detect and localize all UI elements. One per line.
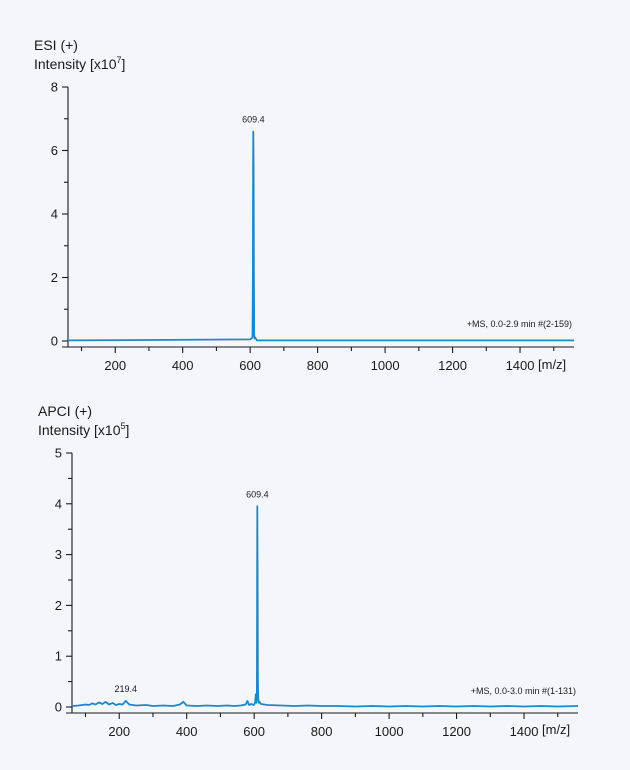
apci-x-tick-label: 1400 — [510, 724, 539, 739]
esi-marks: 0 2 4 6 8 200 400 600 800 1000 1200 1400 609.4 — [51, 80, 574, 373]
esi-ylabel-close: ] — [122, 56, 126, 72]
esi-x-tick-label: 1400 — [506, 358, 535, 373]
esi-ylabel-text: Intensity [x10 — [34, 56, 117, 72]
esi-x-tick-label: 800 — [307, 358, 329, 373]
esi-x-tick-label: 1000 — [371, 358, 400, 373]
esi-xlabel: [m/z] — [538, 357, 566, 372]
esi-x-tick-label: 200 — [104, 358, 126, 373]
esi-x-tick-label: 600 — [239, 358, 261, 373]
apci-y-tick-label: 0 — [55, 700, 62, 715]
esi-title: ESI (+) — [34, 37, 78, 53]
apci-spectrum-line — [71, 505, 579, 708]
esi-annotation: +MS, 0.0-2.9 min #(2-159) — [467, 319, 572, 329]
apci-peak-label: 609.4 — [246, 489, 269, 499]
apci-xlabel: [m/z] — [542, 722, 570, 737]
esi-ylabel-exponent: 7 — [117, 55, 122, 65]
apci-x-tick-label: 800 — [311, 724, 333, 739]
esi-y-tick-label: 2 — [51, 270, 58, 285]
esi-spectrum-panel: ESI (+) Intensity [x107] [m/z] +MS, 0.0-… — [34, 37, 574, 373]
apci-y-tick-label: 2 — [55, 598, 62, 613]
apci-x-tick-label: 1000 — [375, 724, 404, 739]
apci-x-tick-label: 200 — [108, 724, 130, 739]
apci-title: APCI (+) — [38, 403, 92, 419]
esi-x-tick-label: 400 — [172, 358, 194, 373]
esi-spectrum-line — [67, 130, 574, 342]
apci-marks: 0 1 2 3 4 5 200 400 600 800 1000 1200 1400 219.4 609.4 — [55, 446, 579, 739]
apci-ylabel-exponent: 5 — [121, 421, 126, 431]
apci-ylabel-close: ] — [126, 422, 130, 438]
esi-x-tick-label: 1200 — [438, 358, 467, 373]
apci-x-tick-label: 600 — [243, 724, 265, 739]
apci-x-tick-label: 1200 — [442, 724, 471, 739]
apci-spectrum-panel: APCI (+) Intensity [x105] [m/z] +MS, 0.0… — [38, 403, 579, 739]
apci-annotation: +MS, 0.0-3.0 min #(1-131) — [471, 686, 576, 696]
apci-y-tick-label: 3 — [55, 547, 62, 562]
apci-y-tick-label: 1 — [55, 649, 62, 664]
apci-ylabel-text: Intensity [x10 — [38, 422, 121, 438]
apci-ylabel: Intensity [x105] — [38, 421, 129, 438]
esi-y-tick-label: 4 — [51, 207, 58, 222]
apci-peak-label: 219.4 — [115, 684, 138, 694]
apci-x-tick-label: 400 — [176, 724, 198, 739]
esi-y-tick-label: 8 — [51, 80, 58, 95]
esi-ylabel: Intensity [x107] — [34, 55, 125, 72]
apci-y-tick-label: 5 — [55, 446, 62, 461]
esi-y-tick-label: 0 — [51, 334, 58, 349]
apci-y-tick-label: 4 — [55, 496, 62, 511]
esi-y-tick-label: 6 — [51, 143, 58, 158]
esi-peak-label: 609.4 — [242, 114, 265, 124]
